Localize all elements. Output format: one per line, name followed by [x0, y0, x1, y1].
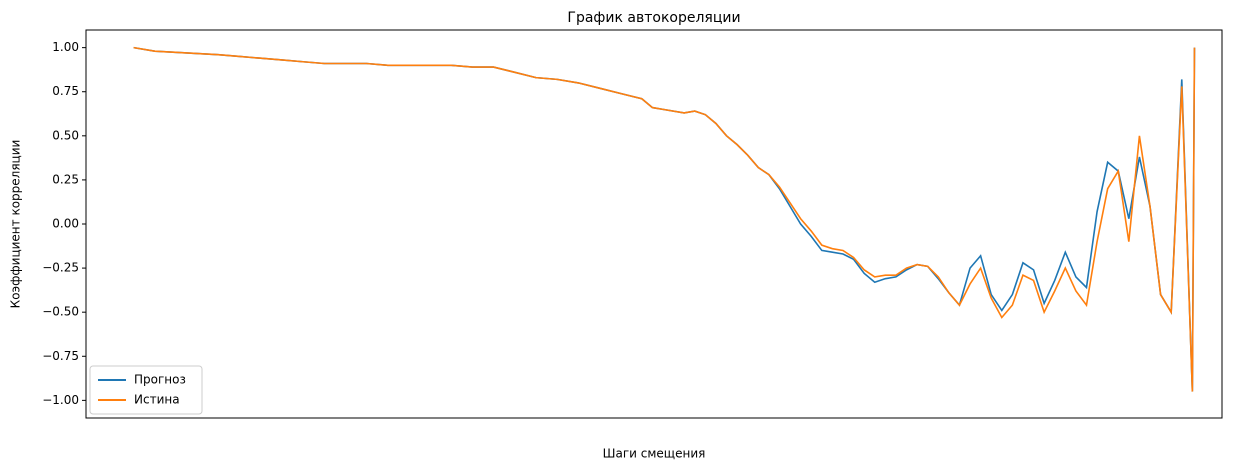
series-line	[133, 46, 1196, 392]
legend-label: Прогноз	[134, 373, 186, 387]
y-tick-label: 0.75	[52, 84, 79, 98]
series-line	[133, 46, 1196, 392]
y-tick-label: −1.00	[42, 393, 79, 407]
y-axis-label: Коэффициент корреляции	[9, 140, 23, 309]
y-tick-label: −0.50	[42, 305, 79, 319]
y-tick-label: 0.25	[52, 172, 79, 186]
y-tick-label: −0.25	[42, 261, 79, 275]
chart-title: График автокореляции	[567, 10, 740, 26]
y-tick-label: 1.00	[52, 40, 79, 54]
x-axis-label: Шаги смещения	[603, 447, 706, 461]
y-tick-label: 0.50	[52, 128, 79, 142]
y-tick-label: −0.75	[42, 349, 79, 363]
plot-frame	[85, 29, 1223, 419]
y-tick-label: 0.00	[52, 217, 79, 231]
legend-box	[89, 365, 203, 415]
legend-label: Истина	[134, 393, 180, 407]
